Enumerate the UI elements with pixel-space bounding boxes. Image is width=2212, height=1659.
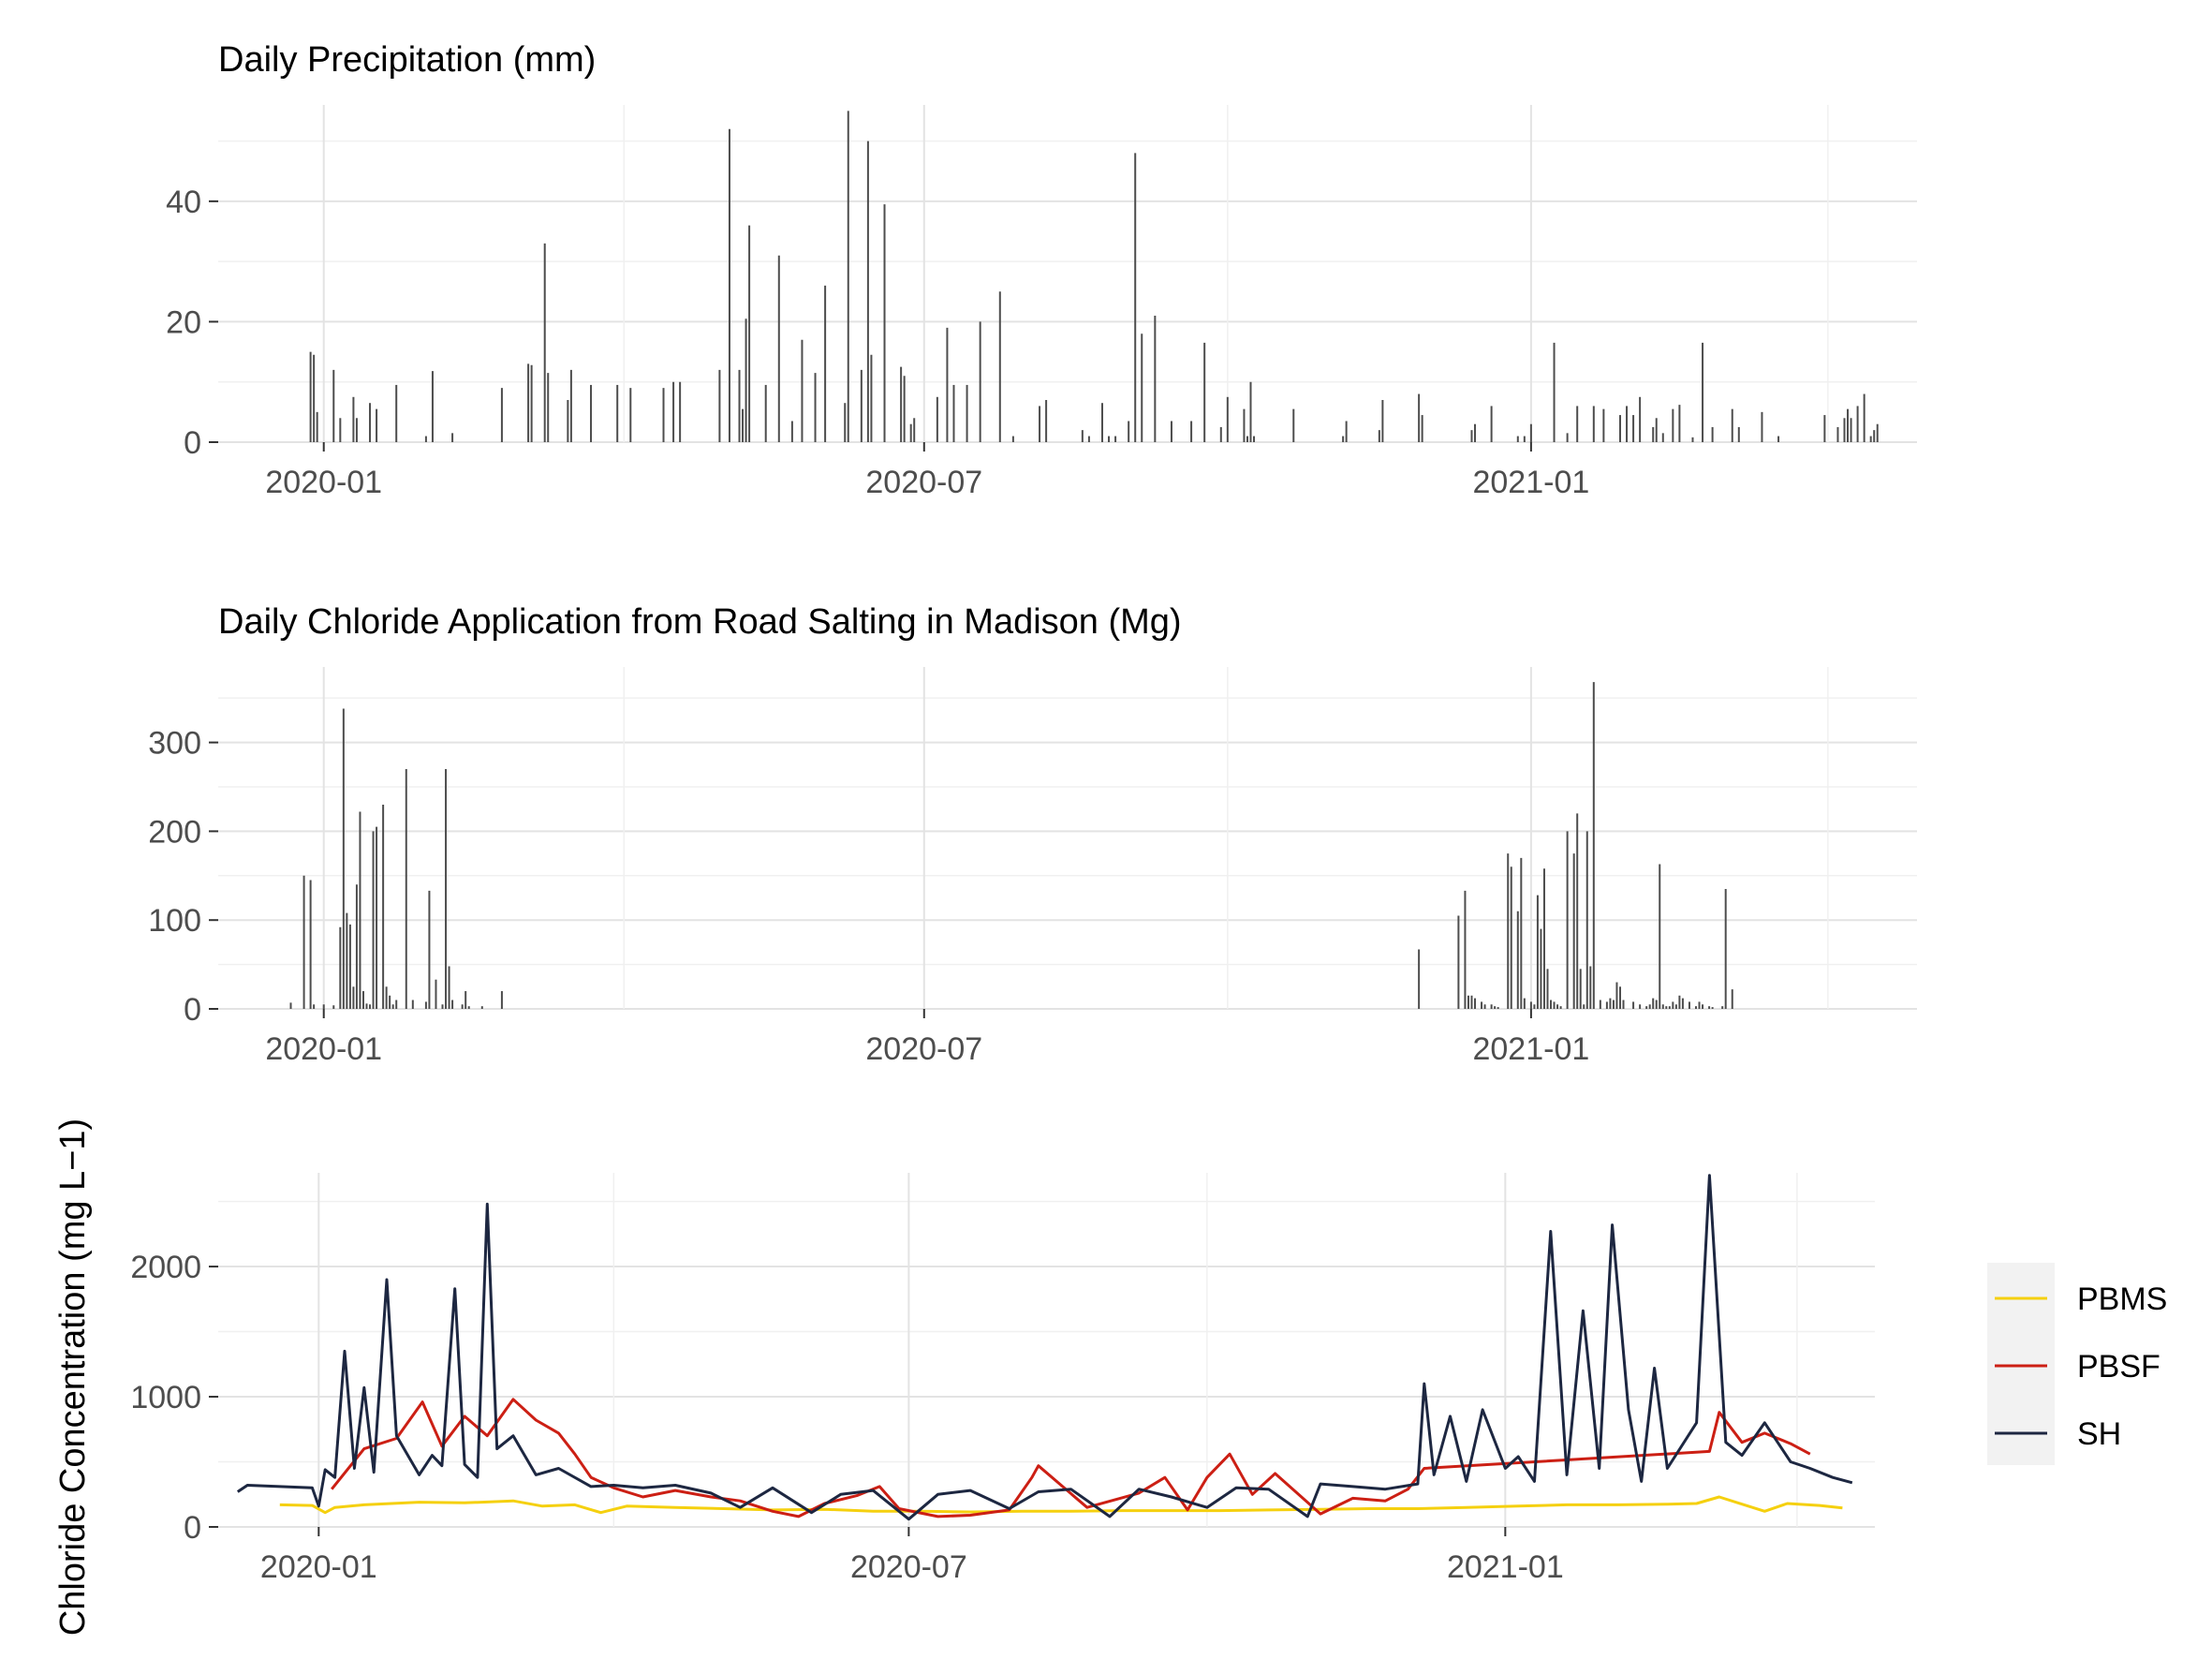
road-salt-panel: Daily Chloride Application from Road Sal…	[148, 602, 1917, 1067]
chloride-y-tick-label: 2000	[130, 1250, 201, 1285]
chloride-legend: PBMS PBSF SH	[1987, 1263, 2167, 1465]
legend-label-sh: SH	[2077, 1416, 2121, 1452]
road-salt-title: Daily Chloride Application from Road Sal…	[218, 602, 1182, 642]
chloride-x-tick-label: 2020-07	[850, 1549, 967, 1585]
precipitation-title: Daily Precipitation (mm)	[218, 40, 596, 80]
legend-label-pbsf: PBSF	[2077, 1349, 2160, 1385]
salt-y-tick-label: 100	[148, 903, 201, 939]
salt-y-tick-label: 300	[148, 726, 201, 762]
salt-x-tick-label: 2020-07	[865, 1031, 982, 1067]
series-line-sh	[236, 1174, 1853, 1521]
precip-x-tick-label: 2020-07	[865, 465, 982, 500]
chloride-y-tick-label: 0	[184, 1510, 201, 1546]
precip-x-tick-label: 2020-01	[265, 465, 382, 500]
chloride-x-tick-label: 2020-01	[260, 1549, 377, 1585]
precip-y-tick-label: 0	[184, 425, 201, 461]
legend-background	[1987, 1263, 2055, 1465]
series-line-pbms	[279, 1495, 1843, 1515]
precipitation-panel: Daily Precipitation (mm) 0 20 40 2020-01 202…	[166, 40, 1917, 500]
precip-y-tick-label: 40	[166, 185, 201, 220]
chloride-x-tick-label: 2021-01	[1447, 1549, 1564, 1585]
series-line-pbsf	[331, 1398, 1811, 1518]
salt-x-tick-label: 2021-01	[1472, 1031, 1589, 1067]
chloride-concentration-panel: Chloride Concentration (mg L−1) 0 1000 200…	[53, 1118, 1875, 1636]
salt-y-tick-label: 200	[148, 814, 201, 850]
legend-label-pbms: PBMS	[2077, 1281, 2167, 1317]
salt-y-tick-label: 0	[184, 992, 201, 1028]
chloride-y-axis-title: Chloride Concentration (mg L−1)	[53, 1118, 93, 1636]
chloride-y-tick-label: 1000	[130, 1380, 201, 1415]
precip-x-tick-label: 2021-01	[1472, 465, 1589, 500]
precip-y-tick-label: 20	[166, 304, 201, 340]
salt-x-tick-label: 2020-01	[265, 1031, 382, 1067]
